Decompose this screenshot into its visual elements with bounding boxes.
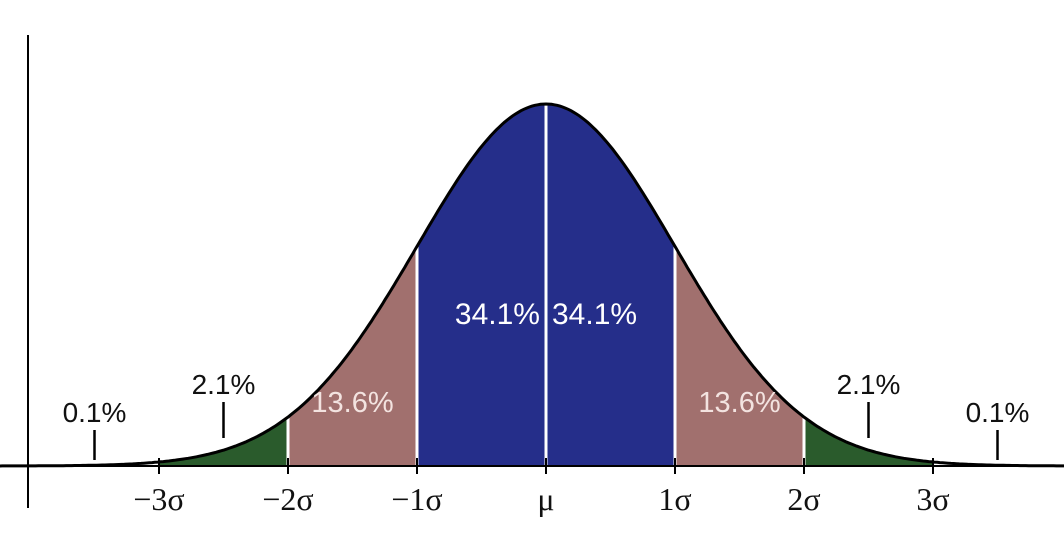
x-tick-label: −3σ — [133, 481, 184, 517]
band-percent-label: 34.1% — [455, 298, 540, 331]
x-tick-label: 1σ — [658, 481, 691, 517]
tail-band-area — [159, 417, 288, 466]
x-tick-label: −2σ — [262, 481, 313, 517]
tick-layer — [93, 402, 999, 474]
band-percent-label: 13.6% — [311, 387, 393, 419]
tail-percent-label: 2.1% — [192, 369, 256, 400]
x-tick-label: μ — [537, 481, 554, 517]
bell-curve — [0, 102, 1064, 468]
tail-percent-label: 2.1% — [837, 369, 901, 400]
x-tick-label: −1σ — [391, 481, 442, 517]
band-area — [417, 104, 546, 466]
x-tick-label: 2σ — [787, 481, 820, 517]
divider-layer — [286, 104, 806, 466]
tail-percent-label: 0.1% — [63, 397, 127, 428]
tail-band-area — [804, 417, 933, 466]
tail-percent-label: 0.1% — [966, 397, 1030, 428]
x-tick-label: 3σ — [916, 481, 949, 517]
band-percent-label: 34.1% — [552, 298, 637, 331]
band-area — [546, 104, 675, 466]
band-percent-label: 13.6% — [698, 387, 780, 419]
label-layer: −3σ −2σ −1σ μ 1σ 2σ 3σ 13.6% 34.1% 34.1% 13.6% 2.1%… — [63, 298, 1030, 517]
